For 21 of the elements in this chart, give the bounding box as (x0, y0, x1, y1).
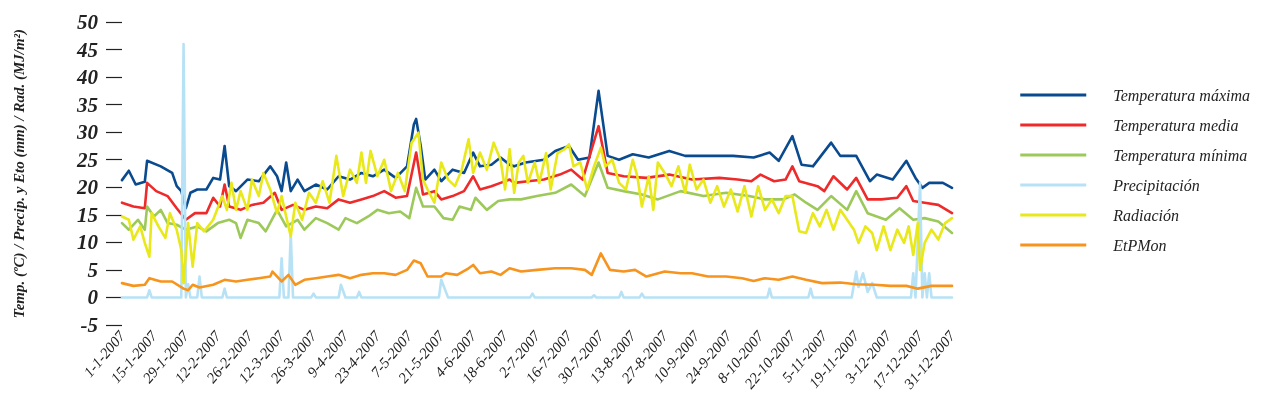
legend-label: Precipitación (1112, 176, 1200, 195)
line-series (120, 131, 954, 285)
y-tick-label: 20 (76, 175, 99, 200)
y-tick-label: 45 (76, 37, 98, 62)
y-tick-label: 30 (76, 120, 99, 145)
y-tick-label: 25 (76, 147, 98, 172)
line-series (120, 252, 954, 292)
y-tick-label: 35 (76, 92, 98, 117)
y-axis-title: Temp. (ºC) / Precip. y Eto (mm) / Rad. (MJ/m²) (10, 28, 28, 319)
legend-label: Temperatura máxima (1113, 86, 1251, 105)
legend-label: EtPMon (1112, 236, 1167, 254)
line-series (120, 42, 954, 299)
legend-label: Radiación (1112, 206, 1180, 224)
y-tick-label: 10 (77, 230, 99, 255)
y-tick-label: 40 (76, 65, 99, 90)
y-tick-label: 15 (77, 202, 98, 227)
y-tick-label: 50 (77, 10, 99, 34)
legend-label: Temperatura media (1113, 116, 1239, 135)
y-tick-label: 5 (87, 257, 98, 282)
y-tick-label: 0 (87, 285, 99, 310)
legend-label: Temperatura mínima (1113, 146, 1248, 165)
